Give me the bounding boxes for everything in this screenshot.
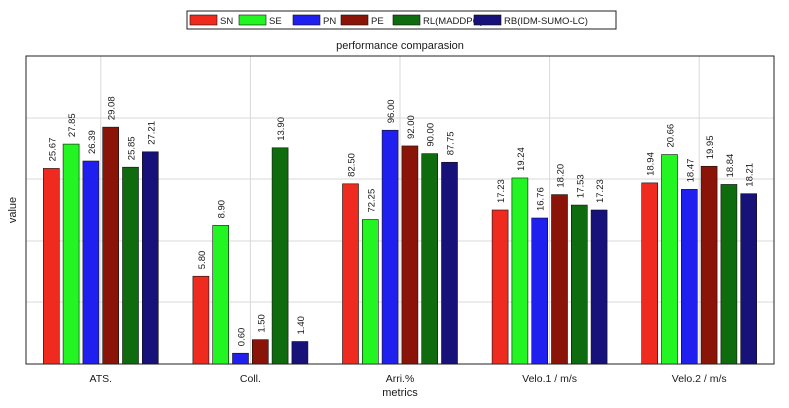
data-label: 0.60: [237, 328, 248, 347]
bar-se-arri: [361, 219, 379, 365]
bar-pn-velo-2-m-s: [680, 189, 698, 365]
data-label: 25.67: [47, 138, 58, 162]
data-label: 27.21: [146, 121, 157, 145]
data-label: 17.23: [595, 179, 606, 203]
y-axis-label: value: [7, 197, 19, 223]
bar-pn-arri: [381, 129, 399, 365]
bar-rl-maddpg-velo-1-m-s: [570, 204, 588, 365]
data-label: 96.00: [386, 99, 397, 123]
bar-pe-coll: [252, 339, 269, 365]
x-tick-label: Velo.2 / m/s: [672, 373, 727, 385]
bar-se-ats: [62, 143, 80, 365]
bar-pn-coll: [232, 352, 249, 365]
data-label: 82.50: [347, 153, 358, 177]
plot-area: [25, 55, 775, 365]
data-label: 5.80: [197, 251, 208, 270]
data-label: 8.90: [217, 200, 228, 219]
data-label: 1.50: [256, 314, 267, 333]
bar-rb-idm-sumo-lc-ats: [142, 151, 159, 365]
data-label: 26.39: [87, 130, 98, 154]
bar-se-velo-1-m-s: [511, 177, 529, 365]
bars: [42, 126, 758, 365]
legend-label: SE: [269, 16, 282, 27]
data-label: 18.20: [556, 164, 567, 188]
data-label: 29.08: [107, 96, 118, 120]
data-label: 92.00: [406, 115, 417, 139]
data-label: 18.84: [725, 154, 736, 178]
bar-rb-idm-sumo-lc-velo-2-m-s: [740, 193, 758, 365]
legend-swatch-pe: [340, 14, 369, 26]
data-label: 27.85: [67, 113, 78, 137]
bar-rb-idm-sumo-lc-coll: [291, 341, 309, 365]
bar-pe-velo-2-m-s: [700, 165, 718, 365]
bar-rb-idm-sumo-lc-arri: [441, 161, 458, 365]
data-label: 18.94: [646, 152, 657, 176]
bar-rl-maddpg-ats: [122, 166, 139, 365]
legend-swatch-se: [238, 14, 267, 26]
bar-sn-velo-2-m-s: [641, 182, 659, 365]
data-label: 87.75: [446, 131, 457, 155]
chart-title: performance comparasion: [336, 40, 464, 52]
bar-sn-coll: [192, 275, 210, 365]
value-labels: 25.67 5.80 82.50 17.23 18.94 27.85 8.90 72.25 19…: [47, 96, 755, 346]
bar-rb-idm-sumo-lc-velo-1-m-s: [590, 209, 608, 365]
bar-sn-velo-1-m-s: [491, 209, 509, 365]
bar-sn-ats: [42, 168, 60, 365]
legend-swatch-rb-idm-sumo-lc: [473, 14, 502, 26]
bar-pn-velo-1-m-s: [531, 217, 549, 365]
x-tick-label: Velo.1 / m/s: [522, 373, 577, 385]
legend-label: PE: [371, 16, 384, 27]
legend: SN SE PN PE RL(MADDPG) RB(IDM-SUMO-LC): [186, 10, 617, 30]
bar-pe-arri: [401, 145, 419, 365]
bar-pe-ats: [102, 126, 119, 365]
legend-swatch-sn: [189, 14, 218, 26]
legend-label: PN: [323, 16, 336, 27]
data-label: 19.24: [516, 147, 527, 171]
bar-rl-maddpg-coll: [271, 147, 289, 365]
legend-label: RL(MADDPG): [423, 16, 483, 27]
data-label: 16.76: [536, 187, 547, 211]
data-label: 17.23: [496, 179, 507, 203]
bar-rl-maddpg-arri: [421, 153, 439, 365]
x-tick-label: Arri.%: [386, 373, 415, 385]
bar-rl-maddpg-velo-2-m-s: [720, 184, 738, 365]
x-axis-label: metrics: [382, 387, 418, 399]
data-label: 20.66: [666, 124, 677, 148]
data-label: 90.00: [426, 123, 437, 147]
data-label: 19.95: [705, 135, 716, 159]
bar-se-coll: [212, 225, 229, 365]
x-tick-label: ATS.: [90, 373, 113, 385]
bar-pe-velo-1-m-s: [551, 194, 568, 365]
x-tick-labels: ATS. Coll. Arri.% Velo.1 / m/s Velo.2 / m/s: [90, 373, 727, 385]
bar-sn-arri: [342, 183, 359, 365]
bar-pn-ats: [82, 160, 100, 365]
bar-se-velo-2-m-s: [661, 154, 678, 365]
data-label: 25.85: [127, 136, 138, 160]
legend-label: SN: [220, 16, 233, 27]
legend-swatch-pn: [292, 14, 321, 26]
legend-label: RB(IDM-SUMO-LC): [504, 16, 588, 27]
data-label: 17.53: [575, 174, 586, 198]
legend-swatch-rl-maddpg: [392, 14, 421, 26]
data-label: 72.25: [366, 189, 377, 213]
data-label: 13.90: [276, 117, 287, 141]
data-label: 18.21: [745, 163, 756, 187]
data-label: 1.40: [296, 316, 307, 335]
x-tick-label: Coll.: [240, 373, 261, 385]
data-label: 18.47: [685, 159, 696, 183]
